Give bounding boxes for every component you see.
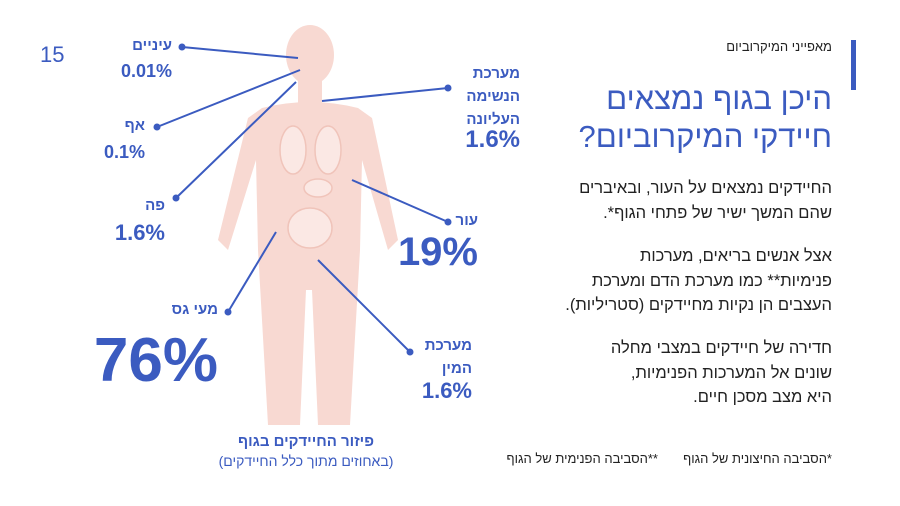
connector-line	[317, 259, 411, 353]
organs	[279, 125, 342, 249]
paragraph-line: החיידקים נמצאים על העור, ובאיברים	[579, 179, 832, 197]
paragraph-line: אצל אנשים בריאים, מערכות	[640, 247, 832, 265]
caption-title: פיזור החיידקים בגוף	[238, 433, 374, 450]
paragraph-line: היא מצב מסכן חיים.	[693, 388, 832, 406]
connector-line	[227, 231, 277, 313]
footnote: **הסביבה הפנימית של הגוף	[506, 451, 658, 466]
page-number: 15	[40, 42, 65, 67]
paragraph-line: העצבים הן נקיות מחיידקים (סטריליות).	[565, 296, 832, 314]
body-value: 76%	[93, 326, 218, 395]
body-label: עיניים	[132, 37, 172, 54]
body-value: 0.01%	[120, 61, 172, 81]
section-label: מאפייני המיקרוביום	[726, 39, 832, 54]
connector-dot	[406, 348, 414, 356]
body-label: פה	[145, 197, 165, 214]
header-accent	[851, 40, 856, 90]
connector-dot	[444, 84, 452, 92]
body-label: מערכת	[472, 65, 520, 82]
body-label: מערכת	[424, 337, 472, 354]
connector-dot	[178, 43, 186, 51]
paragraph-line: פנימיות** כמו מערכת הדם ומערכת	[591, 271, 832, 290]
caption-subtitle: (באחוזים מתוך כלל החיידקים)	[218, 453, 394, 469]
paragraph-line: שהם המשך ישיר של פתחי הגוף*.	[603, 203, 832, 222]
body-label: עור	[455, 212, 478, 229]
body-label: אף	[124, 117, 145, 134]
connector-dot	[444, 218, 452, 226]
body-label: הנשימה	[466, 88, 520, 105]
footnote: *הסביבה החיצונית של הגוף	[683, 451, 832, 466]
paragraph-line: שונים אל המערכות הפנימיות,	[630, 363, 832, 382]
title-line: היכן בגוף נמצאים	[606, 81, 832, 116]
connector-line	[321, 87, 449, 102]
body-label: העליונה	[466, 111, 520, 128]
connector-line	[156, 69, 301, 128]
connector-line	[175, 81, 297, 199]
body-label: מעי גס	[171, 301, 218, 318]
connector-line	[181, 46, 299, 59]
body-value: 1.6%	[465, 126, 520, 153]
paragraph-line: חדירה של חיידקים במצבי מחלה	[610, 339, 832, 357]
body-value: 0.1%	[103, 142, 145, 162]
body-label: המין	[441, 360, 472, 377]
title: היכן בגוף נמצאים חיידקי המיקרוביום?	[579, 80, 832, 156]
connector-dot	[172, 194, 180, 202]
body-value: 1.6%	[114, 220, 165, 245]
connector-dot	[224, 308, 232, 316]
body-value: 19%	[397, 230, 478, 274]
connector-dot	[153, 123, 161, 131]
title-line: חיידקי המיקרוביום?	[578, 119, 832, 154]
connector-line	[351, 179, 449, 223]
body-value: 1.6%	[421, 378, 472, 403]
connectors	[153, 43, 452, 356]
